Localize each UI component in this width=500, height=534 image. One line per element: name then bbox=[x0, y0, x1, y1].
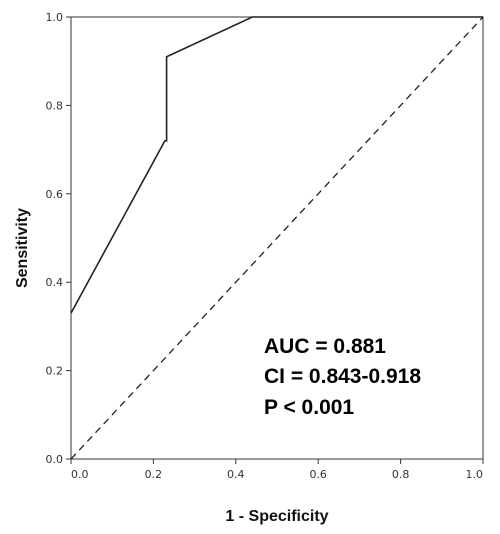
x-tick-label: 0.2 bbox=[145, 468, 163, 481]
y-axis-title: Sensitivity bbox=[14, 208, 31, 288]
reference-line bbox=[70, 16, 484, 460]
annotation-ci: CI = 0.843-0.918 bbox=[264, 365, 421, 388]
x-tick-label: 0.6 bbox=[309, 468, 327, 481]
x-tick-label: 0.8 bbox=[392, 468, 410, 481]
annotation-auc: AUC = 0.881 bbox=[264, 335, 386, 358]
axis-ticks: 0.0 0.2 0.4 0.6 0.8 1.0 0.0 0.2 0.4 0.6 0.8 1.0 bbox=[46, 11, 484, 481]
x-axis-title: 1 - Specificity bbox=[225, 508, 328, 525]
y-tick-label: 0.2 bbox=[46, 365, 64, 378]
y-tick-label: 0.6 bbox=[46, 188, 64, 201]
y-tick-label: 0.8 bbox=[46, 99, 64, 112]
x-tick-label: 1.0 bbox=[466, 468, 484, 481]
y-tick-label: 0.4 bbox=[46, 276, 64, 289]
y-tick-label: 0.0 bbox=[46, 453, 64, 466]
annotation-p: P < 0.001 bbox=[264, 396, 354, 419]
roc-curve bbox=[70, 16, 483, 314]
chart-marks bbox=[70, 16, 484, 460]
x-tick-label: 0.0 bbox=[71, 468, 89, 481]
y-tick-label: 1.0 bbox=[46, 11, 64, 24]
x-tick-label: 0.4 bbox=[227, 468, 245, 481]
